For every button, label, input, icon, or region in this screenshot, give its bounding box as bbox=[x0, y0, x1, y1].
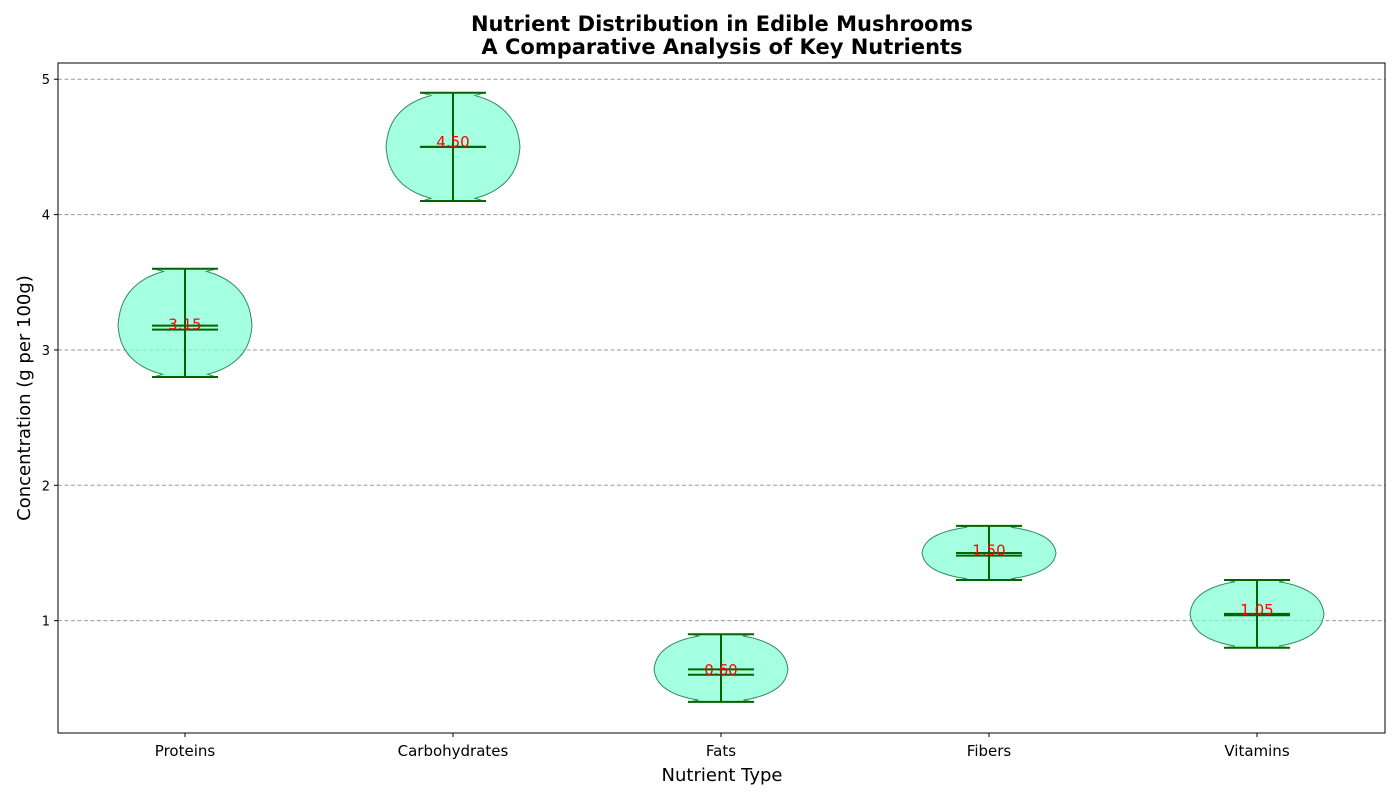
x-tick-label: Vitamins bbox=[1224, 742, 1289, 760]
y-tick-label: 3 bbox=[42, 344, 50, 359]
grid-lines bbox=[58, 78, 1385, 622]
median-value-label: 4.50 bbox=[436, 133, 469, 151]
median-labels: 3.15 4.50 0.60 1.50 1.05 bbox=[168, 133, 1273, 679]
y-axis-label: Concentration (g per 100g) bbox=[14, 275, 35, 521]
plot-frame bbox=[57, 62, 1386, 734]
median-value-label: 3.15 bbox=[168, 316, 201, 334]
median-value-label: 0.60 bbox=[704, 661, 737, 679]
x-ticks: Proteins Carbohydrates Fats Fibers Vitamins bbox=[155, 733, 1290, 760]
x-tick-label: Fats bbox=[706, 742, 736, 760]
median-value-label: 1.05 bbox=[1240, 601, 1273, 619]
x-tick-label: Fibers bbox=[967, 742, 1012, 760]
violins bbox=[117, 92, 1325, 703]
x-tick-label: Proteins bbox=[155, 742, 216, 760]
y-tick-label: 2 bbox=[42, 479, 50, 494]
chart-subtitle: A Comparative Analysis of Key Nutrients bbox=[481, 35, 962, 59]
x-axis-label: Nutrient Type bbox=[662, 765, 783, 786]
y-tick-label: 1 bbox=[42, 615, 50, 630]
y-tick-label: 5 bbox=[42, 73, 50, 88]
range-lines bbox=[152, 91, 1290, 703]
x-tick-label: Carbohydrates bbox=[398, 742, 509, 760]
y-tick-label: 4 bbox=[42, 209, 50, 224]
chart-title: Nutrient Distribution in Edible Mushroom… bbox=[471, 12, 973, 36]
median-value-label: 1.50 bbox=[972, 542, 1005, 560]
y-ticks: 1 2 3 4 5 bbox=[42, 73, 58, 630]
